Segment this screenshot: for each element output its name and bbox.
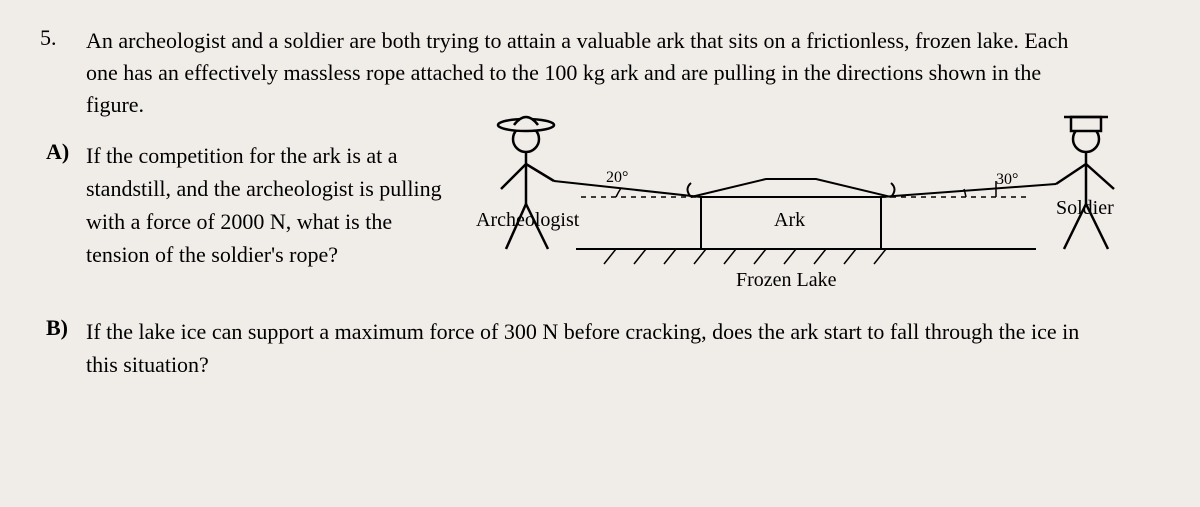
figure: 20° 30° Archeologist Ark Soldier Frozen … (466, 89, 1146, 309)
part-b-label: B) (40, 315, 86, 341)
soldier-label: Soldier (1056, 197, 1114, 220)
part-b-text: If the lake ice can support a maximum fo… (86, 315, 1080, 381)
ark-label: Ark (774, 209, 805, 232)
part-a-label: A) (40, 139, 86, 165)
part-a-text: If the competition for the ark is at a s… (86, 139, 446, 271)
angle-right-label: 30° (996, 171, 1018, 189)
part-b: B) If the lake ice can support a maximum… (40, 315, 1080, 381)
problem-number: 5. (40, 25, 86, 51)
archeologist-label: Archeologist (476, 209, 579, 232)
frozen-lake-label: Frozen Lake (736, 269, 837, 292)
part-a: A) If the competition for the ark is at … (40, 139, 1080, 309)
angle-left-label: 20° (606, 169, 628, 187)
